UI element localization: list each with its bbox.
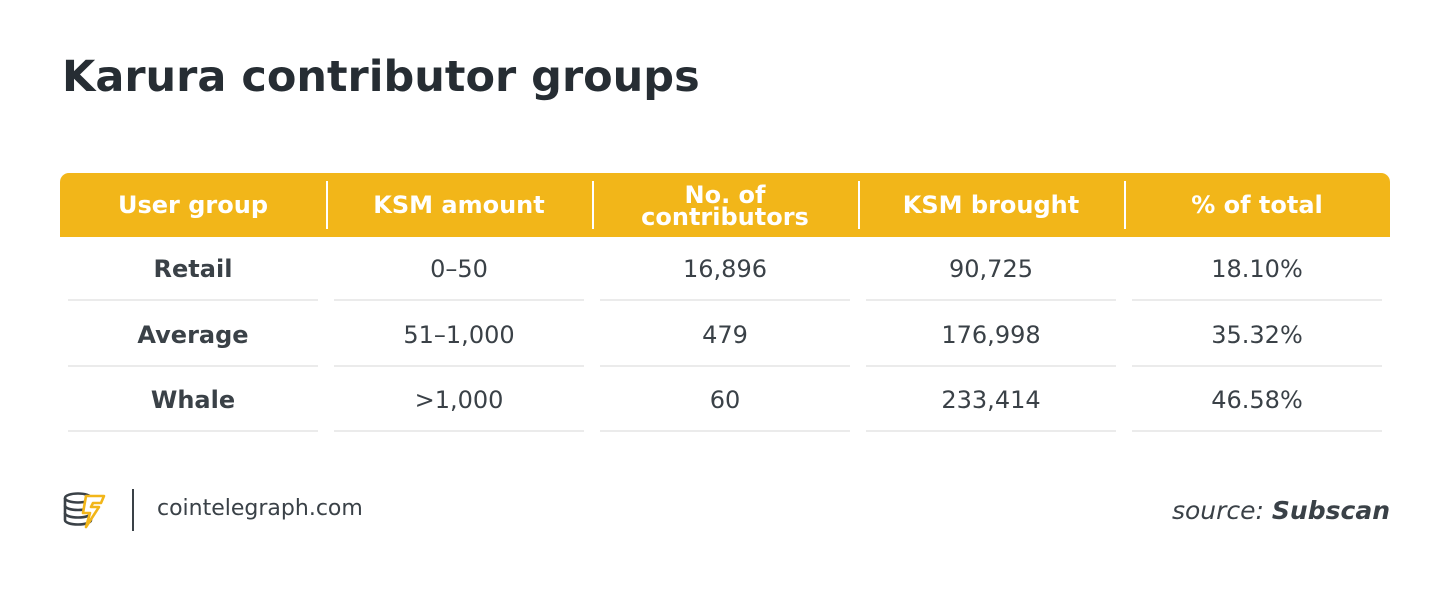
table-cell-user-group: Average: [60, 302, 326, 367]
table-cell-ksm-amount: >1,000: [326, 367, 592, 432]
column-header-percent-total: % of total: [1124, 173, 1390, 237]
page-title: Karura contributor groups: [62, 52, 700, 102]
table-row: Average 51–1,000 479 176,998 35.32%: [60, 302, 1390, 367]
source-credit: source: Subscan: [1172, 496, 1390, 525]
table-cell-ksm-brought: 176,998: [858, 302, 1124, 367]
table-cell-contributors: 16,896: [592, 237, 858, 301]
table-cell-contributors: 60: [592, 367, 858, 432]
table-header: User group KSM amount No. of contributor…: [60, 173, 1390, 237]
table-row: Whale >1,000 60 233,414 46.58%: [60, 367, 1390, 432]
contributor-table: User group KSM amount No. of contributor…: [60, 173, 1390, 432]
source-label: source:: [1171, 496, 1264, 525]
footer-site-link[interactable]: cointelegraph.com: [157, 496, 363, 521]
column-header-user-group: User group: [117, 191, 268, 219]
table-cell-contributors: 479: [592, 302, 858, 367]
table-cell-percent-total: 18.10%: [1124, 237, 1390, 301]
column-header-contributors: No. of contributors: [592, 173, 858, 237]
column-header-ksm-amount: KSM amount: [326, 173, 592, 237]
cointelegraph-logo-icon: [62, 490, 108, 532]
table-cell-ksm-amount: 51–1,000: [326, 302, 592, 367]
table-cell-ksm-brought: 233,414: [858, 367, 1124, 432]
table-cell-user-group: Retail: [60, 237, 326, 301]
table-row: Retail 0–50 16,896 90,725 18.10%: [60, 237, 1390, 302]
table-cell-user-group: Whale: [60, 367, 326, 432]
source-name: Subscan: [1271, 496, 1390, 525]
table-cell-ksm-brought: 90,725: [858, 237, 1124, 301]
table-cell-percent-total: 35.32%: [1124, 302, 1390, 367]
column-header-ksm-brought: KSM brought: [858, 173, 1124, 237]
table-cell-percent-total: 46.58%: [1124, 367, 1390, 432]
table-body: Retail 0–50 16,896 90,725 18.10% Average…: [60, 237, 1390, 432]
footer-divider: [132, 489, 134, 531]
table-cell-ksm-amount: 0–50: [326, 237, 592, 301]
